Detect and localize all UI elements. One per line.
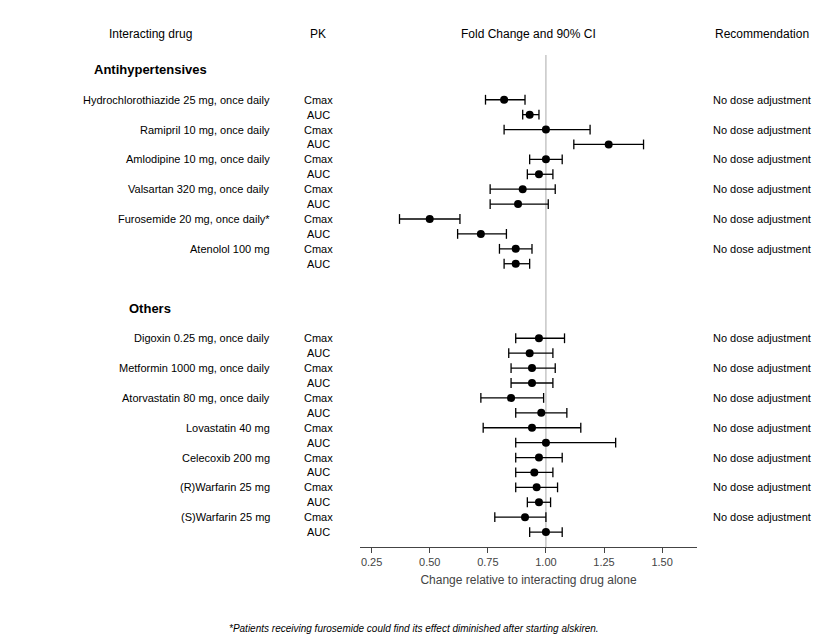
svg-text:Ramipril 10 mg, once daily: Ramipril 10 mg, once daily: [140, 124, 270, 136]
svg-text:Metformin 1000 mg, once daily: Metformin 1000 mg, once daily: [119, 362, 270, 374]
svg-text:Atorvastatin 80 mg, once daily: Atorvastatin 80 mg, once daily: [122, 392, 270, 404]
svg-text:Cmax: Cmax: [304, 422, 333, 434]
svg-text:Cmax: Cmax: [304, 481, 333, 493]
svg-text:Cmax: Cmax: [304, 511, 333, 523]
svg-text:AUC: AUC: [307, 407, 330, 419]
svg-text:Digoxin 0.25 mg, once daily: Digoxin 0.25 mg, once daily: [134, 332, 270, 344]
svg-text:No dose adjustment: No dose adjustment: [713, 124, 811, 136]
svg-text:1.50: 1.50: [651, 556, 672, 568]
svg-text:Valsartan 320 mg, once daily: Valsartan 320 mg, once daily: [128, 183, 270, 195]
svg-text:0.25: 0.25: [361, 556, 382, 568]
svg-text:AUC: AUC: [307, 347, 330, 359]
svg-text:No dose adjustment: No dose adjustment: [713, 153, 811, 165]
svg-text:0.50: 0.50: [419, 556, 440, 568]
svg-text:PK: PK: [310, 27, 326, 41]
svg-text:AUC: AUC: [307, 466, 330, 478]
svg-text:AUC: AUC: [307, 109, 330, 121]
svg-text:Fold Change and 90% CI: Fold Change and 90% CI: [461, 27, 596, 41]
svg-text:Antihypertensives: Antihypertensives: [94, 62, 207, 77]
svg-text:No dose adjustment: No dose adjustment: [713, 511, 811, 523]
svg-text:Cmax: Cmax: [304, 452, 333, 464]
svg-text:Cmax: Cmax: [304, 183, 333, 195]
svg-text:1.25: 1.25: [593, 556, 614, 568]
svg-text:AUC: AUC: [307, 258, 330, 270]
svg-text:(S)Warfarin 25 mg: (S)Warfarin 25 mg: [181, 511, 270, 523]
svg-text:No dose adjustment: No dose adjustment: [713, 94, 811, 106]
svg-text:AUC: AUC: [307, 496, 330, 508]
svg-text:Others: Others: [129, 301, 171, 316]
svg-text:No dose adjustment: No dose adjustment: [713, 452, 811, 464]
svg-text:Celecoxib 200 mg: Celecoxib 200 mg: [182, 452, 270, 464]
svg-text:Atenolol 100 mg: Atenolol 100 mg: [190, 243, 270, 255]
svg-text:Interacting drug: Interacting drug: [109, 27, 192, 41]
svg-text:Cmax: Cmax: [304, 213, 333, 225]
svg-text:Cmax: Cmax: [304, 362, 333, 374]
svg-text:Hydrochlorothiazide 25 mg, onc: Hydrochlorothiazide 25 mg, once daily: [83, 94, 270, 106]
svg-text:No dose adjustment: No dose adjustment: [713, 213, 811, 225]
svg-text:Cmax: Cmax: [304, 153, 333, 165]
svg-text:Cmax: Cmax: [304, 124, 333, 136]
svg-text:(R)Warfarin 25 mg: (R)Warfarin 25 mg: [180, 481, 270, 493]
svg-text:No dose adjustment: No dose adjustment: [713, 392, 811, 404]
svg-text:No dose adjustment: No dose adjustment: [713, 362, 811, 374]
svg-text:Cmax: Cmax: [304, 243, 333, 255]
svg-text:No dose adjustment: No dose adjustment: [713, 332, 811, 344]
svg-text:AUC: AUC: [307, 138, 330, 150]
svg-text:AUC: AUC: [307, 168, 330, 180]
svg-text:Amlodipine 10 mg, once daily: Amlodipine 10 mg, once daily: [126, 153, 270, 165]
svg-text:0.75: 0.75: [477, 556, 498, 568]
svg-text:AUC: AUC: [307, 198, 330, 210]
svg-text:No dose adjustment: No dose adjustment: [713, 422, 811, 434]
svg-text:Cmax: Cmax: [304, 392, 333, 404]
svg-text:1.00: 1.00: [535, 556, 556, 568]
svg-text:No dose adjustment: No dose adjustment: [713, 183, 811, 195]
svg-text:AUC: AUC: [307, 377, 330, 389]
svg-text:Cmax: Cmax: [304, 332, 333, 344]
svg-text:No dose adjustment: No dose adjustment: [713, 243, 811, 255]
svg-text:AUC: AUC: [307, 526, 330, 538]
svg-text:No dose adjustment: No dose adjustment: [713, 481, 811, 493]
svg-text:Recommendation: Recommendation: [715, 27, 809, 41]
svg-text:Cmax: Cmax: [304, 94, 333, 106]
svg-text:AUC: AUC: [307, 437, 330, 449]
svg-text:Change relative to interacting: Change relative to interacting drug alon…: [420, 573, 636, 587]
svg-text:Furosemide 20 mg, once daily*: Furosemide 20 mg, once daily*: [118, 213, 270, 225]
svg-text:AUC: AUC: [307, 228, 330, 240]
svg-text:*Patients receiving furosemide: *Patients receiving furosemide could fin…: [229, 623, 599, 634]
svg-text:Lovastatin 40 mg: Lovastatin 40 mg: [186, 422, 270, 434]
